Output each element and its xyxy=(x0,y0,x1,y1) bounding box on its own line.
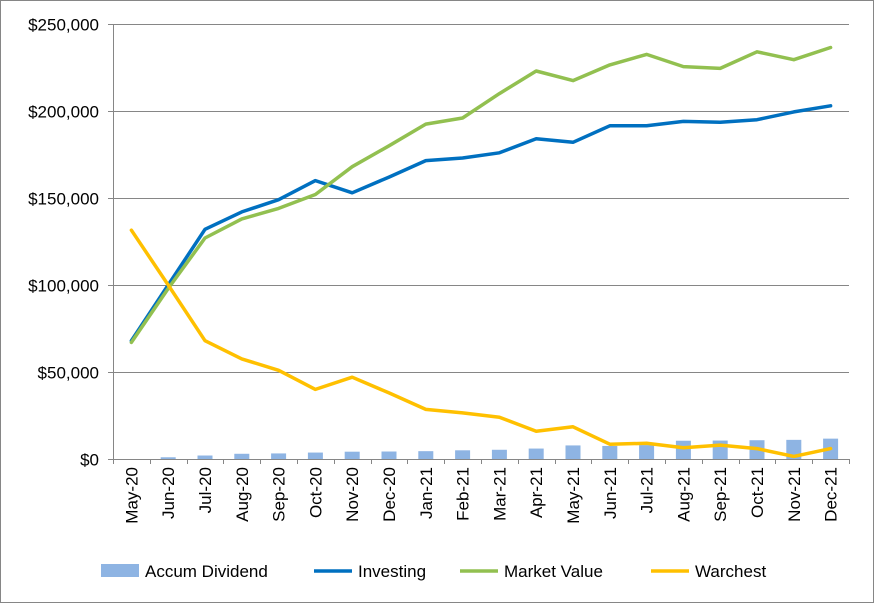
x-tick-label: Nov-21 xyxy=(785,467,804,522)
x-tick-labels: May-20 Jun-20 Jul-20 Aug-20 Sep-20 Oct-20 Nov-… xyxy=(122,467,840,524)
legend-label-accum-dividend: Accum Dividend xyxy=(145,562,268,581)
bar-accum-dividend xyxy=(675,440,691,459)
x-tick-label: Mar-21 xyxy=(490,467,509,521)
x-tick-label: Jun-20 xyxy=(159,467,178,519)
bar-accum-dividend xyxy=(234,453,250,459)
y-tick-label: $100,000 xyxy=(28,277,99,296)
bar-accum-dividend xyxy=(160,457,176,459)
y-tick-label: $50,000 xyxy=(38,364,99,383)
line-warchest xyxy=(129,228,833,459)
y-tick-label: $150,000 xyxy=(28,190,99,209)
series-lines xyxy=(129,45,833,459)
bar-accum-dividend xyxy=(344,451,360,459)
legend-swatch-accum-dividend xyxy=(101,564,139,577)
legend: Accum Dividend Investing Market Value Warch… xyxy=(101,562,766,581)
bar-accum-dividend xyxy=(418,451,434,459)
y-tick-label: $250,000 xyxy=(28,16,99,35)
x-tick-label: Apr-21 xyxy=(527,467,546,518)
bar-accum-dividend xyxy=(602,445,618,459)
x-tick-label: Jul-20 xyxy=(196,467,215,513)
bar-accum-dividend xyxy=(455,450,471,459)
legend-label-warchest: Warchest xyxy=(695,562,766,581)
y-tick-label: $200,000 xyxy=(28,103,99,122)
x-tick-label: Sep-21 xyxy=(711,467,730,522)
line-investing xyxy=(129,104,833,343)
bar-accum-dividend xyxy=(712,440,728,459)
bar-accum-dividend xyxy=(307,452,323,459)
bar-accum-dividend xyxy=(639,445,655,459)
bar-accum-dividend xyxy=(271,453,287,459)
x-tick-label: Jul-21 xyxy=(638,467,657,513)
x-tick-label: May-21 xyxy=(564,467,583,524)
x-tick-label: Aug-20 xyxy=(233,467,252,522)
legend-label-market-value: Market Value xyxy=(504,562,603,581)
x-tick-label: May-20 xyxy=(122,467,141,524)
axes xyxy=(108,24,850,464)
x-tick-label: Dec-21 xyxy=(822,467,841,522)
x-tick-label: Oct-20 xyxy=(306,467,325,518)
x-tick-label: Oct-21 xyxy=(748,467,767,518)
gridlines xyxy=(113,24,849,373)
line-market-value xyxy=(129,45,833,345)
legend-label-investing: Investing xyxy=(358,562,426,581)
x-tick-label: Jun-21 xyxy=(601,467,620,519)
bar-accum-dividend xyxy=(381,451,397,459)
bar-accum-dividend xyxy=(565,445,581,459)
x-tick-label: Nov-20 xyxy=(343,467,362,522)
x-tick-label: Aug-21 xyxy=(674,467,693,522)
x-tick-label: Sep-20 xyxy=(270,467,289,522)
y-tick-label: $0 xyxy=(80,451,99,470)
bar-accum-dividend xyxy=(197,455,213,459)
x-tick-label: Dec-20 xyxy=(380,467,399,522)
bar-accum-dividend xyxy=(491,449,507,459)
x-tick-label: Feb-21 xyxy=(454,467,473,521)
bar-accum-dividend xyxy=(528,448,544,459)
y-tick-labels: $0 $50,000 $100,000 $150,000 $200,000 $250,00… xyxy=(28,16,99,470)
x-tick-label: Jan-21 xyxy=(417,467,436,519)
